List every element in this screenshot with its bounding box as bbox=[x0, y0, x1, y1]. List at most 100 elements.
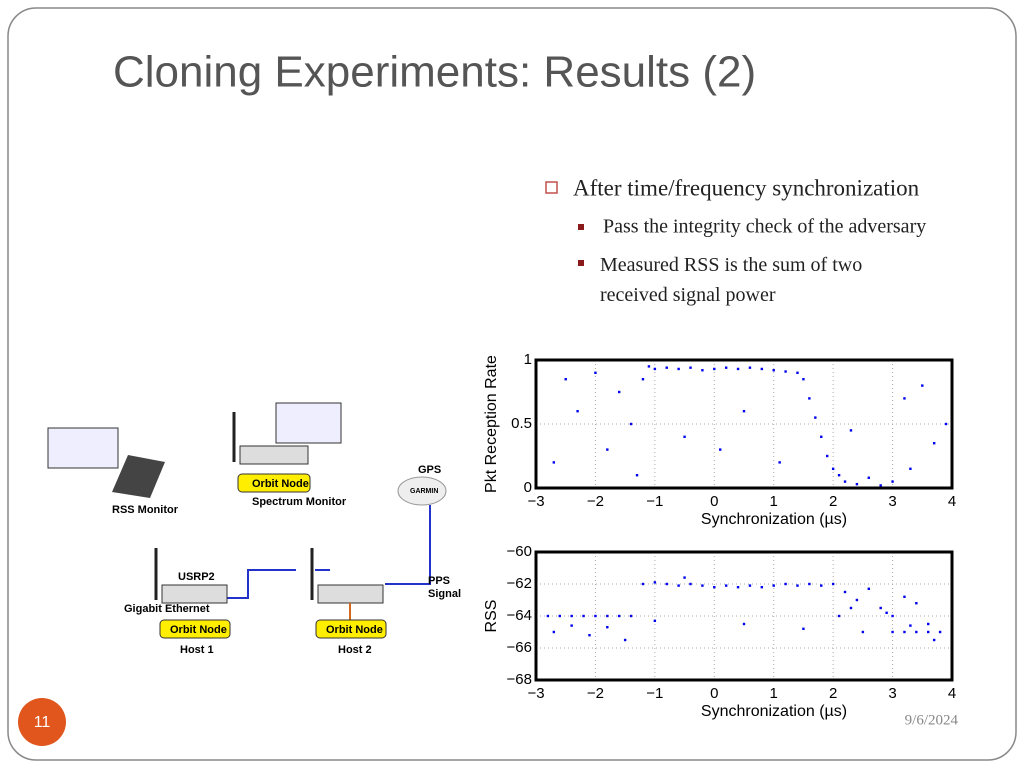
bullet-sub: Measured RSS is the sum of two received … bbox=[600, 254, 863, 306]
x-tick-label: 4 bbox=[948, 685, 956, 702]
point bbox=[665, 582, 668, 586]
point bbox=[891, 630, 894, 634]
point bbox=[932, 442, 936, 445]
point bbox=[677, 367, 680, 371]
point bbox=[944, 422, 948, 426]
point bbox=[665, 366, 668, 369]
point bbox=[760, 586, 764, 589]
point bbox=[808, 397, 811, 400]
screen bbox=[47, 427, 119, 469]
x-tick-label: 4 bbox=[948, 493, 956, 510]
point bbox=[564, 378, 567, 381]
link bbox=[385, 505, 431, 585]
point bbox=[736, 367, 740, 371]
point bbox=[689, 366, 692, 369]
node-box bbox=[315, 619, 387, 639]
point bbox=[606, 626, 609, 629]
bullet-icon bbox=[578, 260, 584, 266]
x-tick-label: 2 bbox=[829, 685, 837, 702]
point bbox=[588, 634, 591, 637]
label: Orbit Node bbox=[326, 624, 383, 636]
axes-frame bbox=[534, 358, 954, 490]
point bbox=[724, 366, 728, 369]
point bbox=[921, 384, 924, 387]
point bbox=[849, 606, 853, 610]
screen bbox=[275, 402, 342, 444]
point bbox=[647, 365, 651, 368]
point bbox=[713, 586, 716, 589]
point bbox=[760, 367, 764, 371]
point bbox=[932, 638, 936, 642]
x-tick-label: 0 bbox=[710, 493, 718, 510]
point bbox=[683, 576, 686, 579]
point bbox=[576, 410, 579, 413]
point bbox=[784, 582, 787, 586]
slide-number-badge bbox=[18, 698, 66, 746]
x-axis-label: Synchronization (µs) bbox=[701, 703, 847, 720]
point bbox=[635, 474, 639, 477]
point bbox=[606, 448, 609, 451]
x-tick-label: −1 bbox=[646, 685, 663, 702]
axes-frame bbox=[534, 550, 954, 682]
point bbox=[867, 476, 870, 479]
label: Gigabit Ethernet bbox=[124, 603, 210, 615]
point bbox=[796, 584, 799, 587]
point bbox=[837, 614, 841, 618]
y-axis-label: RSS bbox=[483, 600, 500, 633]
y-tick-label: −68 bbox=[507, 671, 532, 688]
label-wrap: PPS Signal bbox=[428, 575, 462, 600]
x-tick-label: −1 bbox=[646, 493, 663, 510]
label: Spectrum Monitor bbox=[252, 496, 347, 508]
point bbox=[879, 606, 882, 610]
point bbox=[623, 638, 627, 642]
point bbox=[742, 410, 746, 413]
point bbox=[736, 586, 740, 589]
point bbox=[701, 584, 704, 587]
point bbox=[570, 624, 573, 627]
point bbox=[927, 630, 930, 634]
y-tick-label: −62 bbox=[507, 575, 532, 592]
x-tick-label: 1 bbox=[770, 685, 778, 702]
point bbox=[558, 614, 561, 618]
point bbox=[784, 370, 787, 373]
y-tick-label: −60 bbox=[507, 543, 532, 560]
y-tick-label: 0.5 bbox=[511, 415, 532, 432]
point bbox=[820, 584, 823, 587]
point bbox=[701, 369, 704, 372]
point bbox=[606, 614, 609, 618]
point bbox=[909, 624, 912, 627]
x-tick-label: 2 bbox=[829, 493, 837, 510]
y-tick-label: 0 bbox=[524, 479, 532, 496]
link bbox=[227, 569, 296, 599]
point bbox=[618, 390, 621, 394]
label: USRP2 bbox=[178, 571, 215, 583]
x-tick-label: −2 bbox=[587, 685, 604, 702]
point bbox=[814, 416, 817, 419]
point bbox=[653, 367, 657, 371]
point bbox=[629, 614, 633, 618]
point bbox=[826, 454, 829, 458]
network-diagram: RSS Monitor Orbit Node Spectrum Monitor … bbox=[47, 402, 462, 656]
point bbox=[903, 397, 906, 400]
x-tick-label: −3 bbox=[527, 493, 544, 510]
point bbox=[719, 448, 722, 451]
point bbox=[837, 474, 841, 477]
x-tick-label: 3 bbox=[888, 685, 896, 702]
point bbox=[879, 484, 882, 487]
slide-frame bbox=[7, 7, 1017, 761]
gps-dome bbox=[397, 476, 447, 506]
point bbox=[689, 582, 692, 586]
bullet-sub: Pass the integrity check of the adversar… bbox=[603, 216, 926, 238]
label: Host 1 bbox=[180, 644, 214, 656]
slide-date: 9/6/2024 bbox=[905, 712, 959, 728]
slide-number: 11 bbox=[34, 714, 51, 731]
slide-title: Cloning Experiments: Results (2) bbox=[113, 48, 756, 97]
point bbox=[855, 482, 859, 486]
point bbox=[843, 480, 847, 483]
x-tick-label: 1 bbox=[770, 493, 778, 510]
point bbox=[891, 480, 894, 483]
label: PPS Signal bbox=[428, 575, 462, 600]
label: Orbit Node bbox=[252, 478, 309, 490]
point bbox=[653, 619, 657, 622]
